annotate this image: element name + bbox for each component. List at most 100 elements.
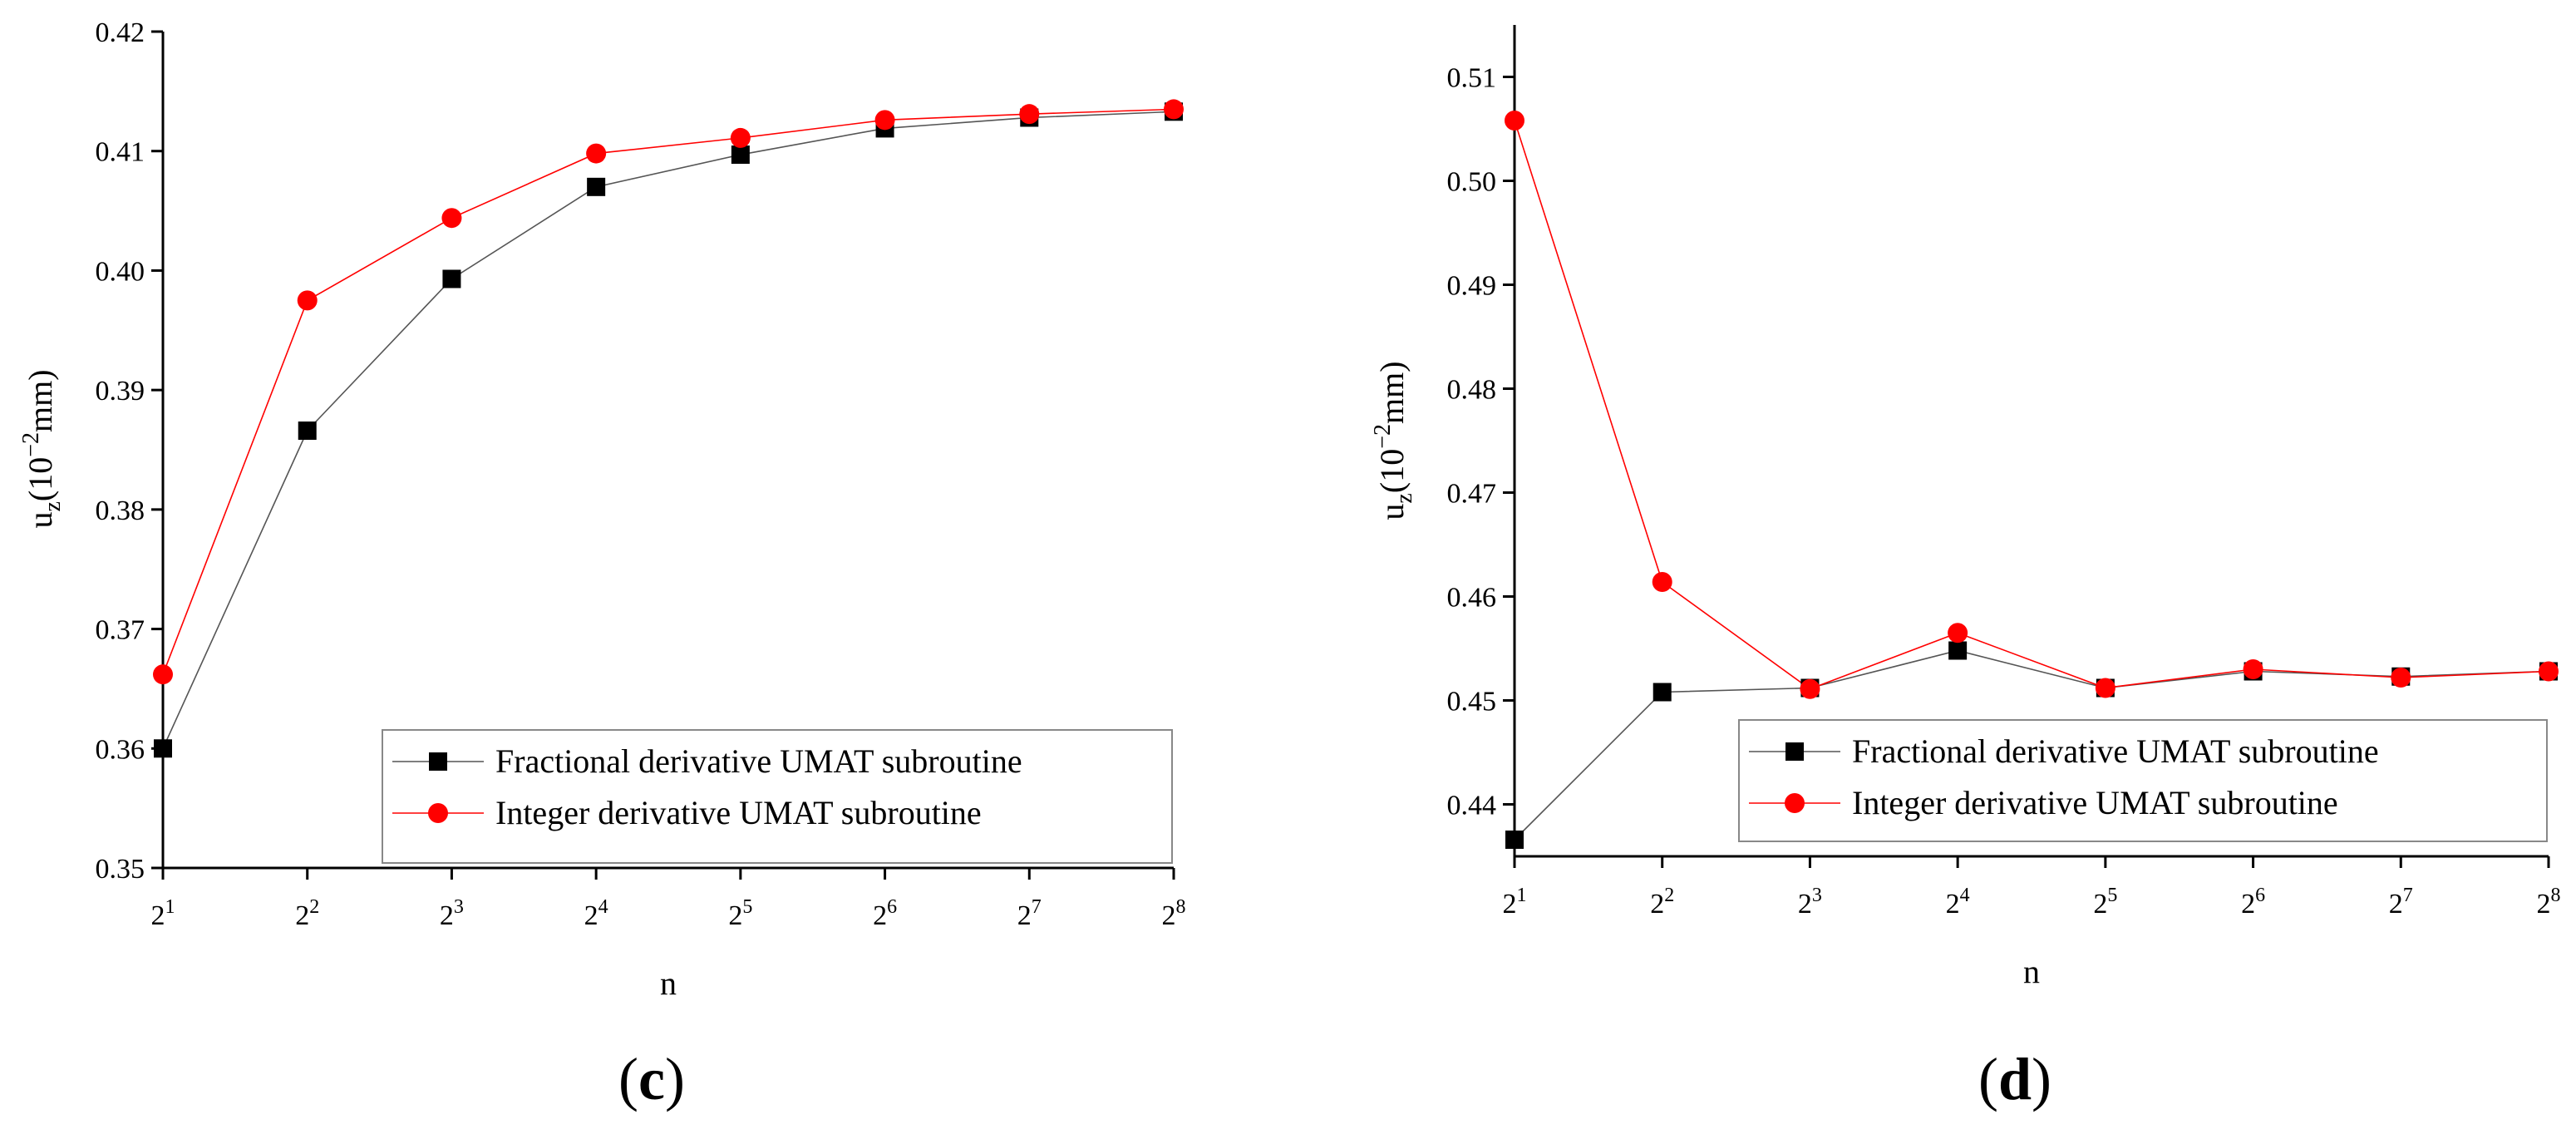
x-tick-label: 23 [1798,885,1822,920]
data-point-square [1652,683,1672,702]
y-axis-title: uz(10−2mm) [18,369,66,528]
x-tick-exponent: 2 [309,896,319,918]
x-tick-exponent: 6 [2255,885,2265,906]
x-tick-exponent: 7 [1032,896,1042,918]
legend: Fractional derivative UMAT subroutine Int… [1738,719,2548,842]
y-tick-label: 0.46 [1447,583,1497,614]
x-tick-label: 27 [1017,896,1042,931]
y-tick-label: 0.42 [96,17,145,48]
x-tick-label: 24 [584,896,608,931]
x-tick-base: 2 [1650,889,1664,920]
legend-marker-square [429,752,447,771]
x-tick-exponent: 2 [1664,885,1674,906]
x-tick-base: 2 [1946,889,1960,920]
legend-marker-circle [428,803,448,823]
y-tick-label: 0.45 [1447,687,1497,717]
x-tick-label: 22 [295,896,319,931]
data-point-circle [153,664,173,685]
y-axis-title: uz(10−2mm) [1370,361,1417,520]
series-line-0 [162,111,1175,749]
x-tick-label: 21 [1503,885,1527,920]
y-tick-label: 0.38 [96,496,145,526]
x-tick-label: 28 [1162,896,1186,931]
data-point-square [154,739,172,758]
series-line-1 [1514,120,2549,690]
legend-label: Integer derivative UMAT subroutine [1852,784,2338,821]
x-tick-label: 27 [2389,885,2413,920]
x-tick-base: 2 [151,900,165,931]
x-tick-label: 26 [2241,885,2265,920]
x-tick-label: 22 [1650,885,1674,920]
data-point-circle [730,127,751,148]
panel-label-letter: c [638,1046,665,1112]
x-tick-base: 2 [2537,889,2551,920]
data-point-circle [2095,678,2115,698]
x-tick-exponent: 8 [2551,885,2561,906]
data-point-circle [441,208,462,229]
y-axis-title-sup: −2 [18,432,44,457]
data-point-circle [1164,99,1184,120]
x-tick-label: 28 [2537,885,2561,920]
data-point-circle [1019,104,1040,125]
x-tick-exponent: 5 [2107,885,2117,906]
x-tick-exponent: 6 [887,896,897,918]
panel-label: (d) [1978,1046,2051,1112]
data-point-circle [586,143,607,164]
y-tick-label: 0.41 [96,137,145,168]
y-tick-label: 0.39 [96,376,145,407]
x-tick-label: 25 [728,896,752,931]
data-point-circle [874,110,895,131]
legend: Fractional derivative UMAT subroutine Int… [382,729,1173,864]
x-tick-base: 2 [295,900,309,931]
legend-label: Fractional derivative UMAT subroutine [1852,732,2379,770]
panel-label-open: ( [1978,1046,1998,1112]
y-axis-title-sub: z [1391,493,1417,503]
x-tick-base: 2 [2241,889,2255,920]
x-tick-exponent: 3 [454,896,464,918]
x-tick-base: 2 [2093,889,2107,920]
data-point-square [731,145,750,165]
x-tick-exponent: 3 [1812,885,1822,906]
data-point-circle [1948,623,1968,643]
y-tick-label: 0.37 [96,615,145,646]
y-tick-label: 0.49 [1447,271,1497,302]
x-tick-base: 2 [1798,889,1812,920]
x-tick-label: 21 [151,896,175,931]
x-tick-base: 2 [2389,889,2403,920]
legend-marker-square [1785,742,1804,761]
legend-box [1738,719,2548,842]
x-tick-label: 25 [2093,885,2117,920]
x-tick-exponent: 4 [598,896,608,918]
data-point-square [587,177,606,196]
y-axis-title-open: (10 [22,457,59,501]
y-axis-title-base: u [22,512,59,529]
data-point-circle [1652,572,1672,592]
x-axis-title: n [2023,953,2040,990]
y-tick-label: 0.40 [96,256,145,287]
x-tick-exponent: 7 [2403,885,2413,906]
legend-label: Integer derivative UMAT subroutine [495,794,982,831]
y-axis-title-sub: z [40,501,66,511]
data-point-circle [2539,661,2559,682]
y-axis-title-close: mm) [1373,361,1411,424]
x-tick-label: 23 [440,896,464,931]
panel-label: (c) [618,1046,685,1112]
y-tick-label: 0.50 [1447,167,1497,198]
x-tick-label: 26 [873,896,897,931]
x-tick-base: 2 [1503,889,1517,920]
x-tick-base: 2 [584,900,598,931]
y-tick-label: 0.35 [96,854,145,885]
data-point-circle [1505,111,1524,131]
data-point-circle [2391,668,2411,688]
y-axis-title-base: u [1373,504,1411,520]
x-tick-base: 2 [728,900,742,931]
x-tick-base: 2 [440,900,454,931]
data-point-circle [1800,678,1820,699]
series-line-1 [162,108,1175,675]
y-tick-label: 0.51 [1447,63,1497,94]
y-axis-title-open: (10 [1373,449,1411,493]
legend-box [382,729,1173,864]
